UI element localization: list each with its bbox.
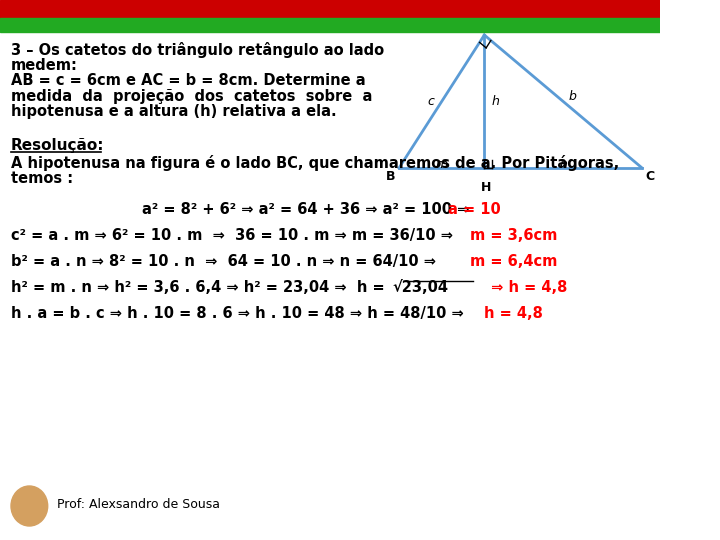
Text: hipotenusa e a altura (h) relativa a ela.: hipotenusa e a altura (h) relativa a ela…: [11, 104, 337, 119]
Text: c: c: [427, 95, 434, 108]
Text: AB = c = 6cm e AC = b = 8cm. Determine a: AB = c = 6cm e AC = b = 8cm. Determine a: [11, 73, 366, 88]
Text: m: m: [436, 158, 448, 171]
Circle shape: [11, 486, 48, 526]
Text: b: b: [569, 90, 576, 103]
Text: n: n: [559, 158, 567, 171]
Text: H: H: [481, 181, 491, 194]
Text: h . a = b . c ⇒ h . 10 = 8 . 6 ⇒ h . 10 = 48 ⇒ h = 48/10 ⇒: h . a = b . c ⇒ h . 10 = 8 . 6 ⇒ h . 10 …: [11, 306, 469, 321]
Text: h: h: [492, 95, 499, 108]
Bar: [0, 0, 660, 18]
Text: m = 3,6cm: m = 3,6cm: [469, 228, 557, 243]
Text: h² = m . n ⇒ h² = 3,6 . 6,4 ⇒ h² = 23,04 ⇒  h =: h² = m . n ⇒ h² = 3,6 . 6,4 ⇒ h² = 23,04…: [11, 280, 390, 295]
Text: temos :: temos :: [11, 171, 73, 186]
Text: A hipotenusa na figura é o lado BC, que chamaremos de a. Por Pitágoras,: A hipotenusa na figura é o lado BC, que …: [11, 155, 619, 171]
Text: c² = a . m ⇒ 6² = 10 . m  ⇒  36 = 10 . m ⇒ m = 36/10 ⇒: c² = a . m ⇒ 6² = 10 . m ⇒ 36 = 10 . m ⇒…: [11, 228, 458, 243]
Text: a² = 8² + 6² ⇒ a² = 64 + 36 ⇒ a² = 100 ⇒: a² = 8² + 6² ⇒ a² = 64 + 36 ⇒ a² = 100 ⇒: [142, 202, 474, 217]
Text: h = 4,8: h = 4,8: [485, 306, 543, 321]
Text: ⇒ h = 4,8: ⇒ h = 4,8: [486, 280, 567, 295]
Text: a = 10: a = 10: [448, 202, 500, 217]
Bar: [0, 18, 660, 32]
Text: B: B: [386, 170, 395, 183]
Text: medem:: medem:: [11, 57, 78, 72]
Text: A: A: [482, 13, 491, 26]
Text: 3 – Os catetos do triângulo retângulo ao lado: 3 – Os catetos do triângulo retângulo ao…: [11, 42, 384, 58]
Text: √23,04: √23,04: [392, 280, 449, 295]
Text: b² = a . n ⇒ 8² = 10 . n  ⇒  64 = 10 . n ⇒ n = 64/10 ⇒: b² = a . n ⇒ 8² = 10 . n ⇒ 64 = 10 . n ⇒…: [11, 254, 441, 269]
Text: Resolução:: Resolução:: [11, 138, 104, 153]
Text: C: C: [646, 170, 655, 183]
Text: m = 6,4cm: m = 6,4cm: [469, 254, 557, 269]
Text: medida  da  projeção  dos  catetos  sobre  a: medida da projeção dos catetos sobre a: [11, 89, 372, 104]
Text: Prof: Alexsandro de Sousa: Prof: Alexsandro de Sousa: [57, 497, 220, 510]
